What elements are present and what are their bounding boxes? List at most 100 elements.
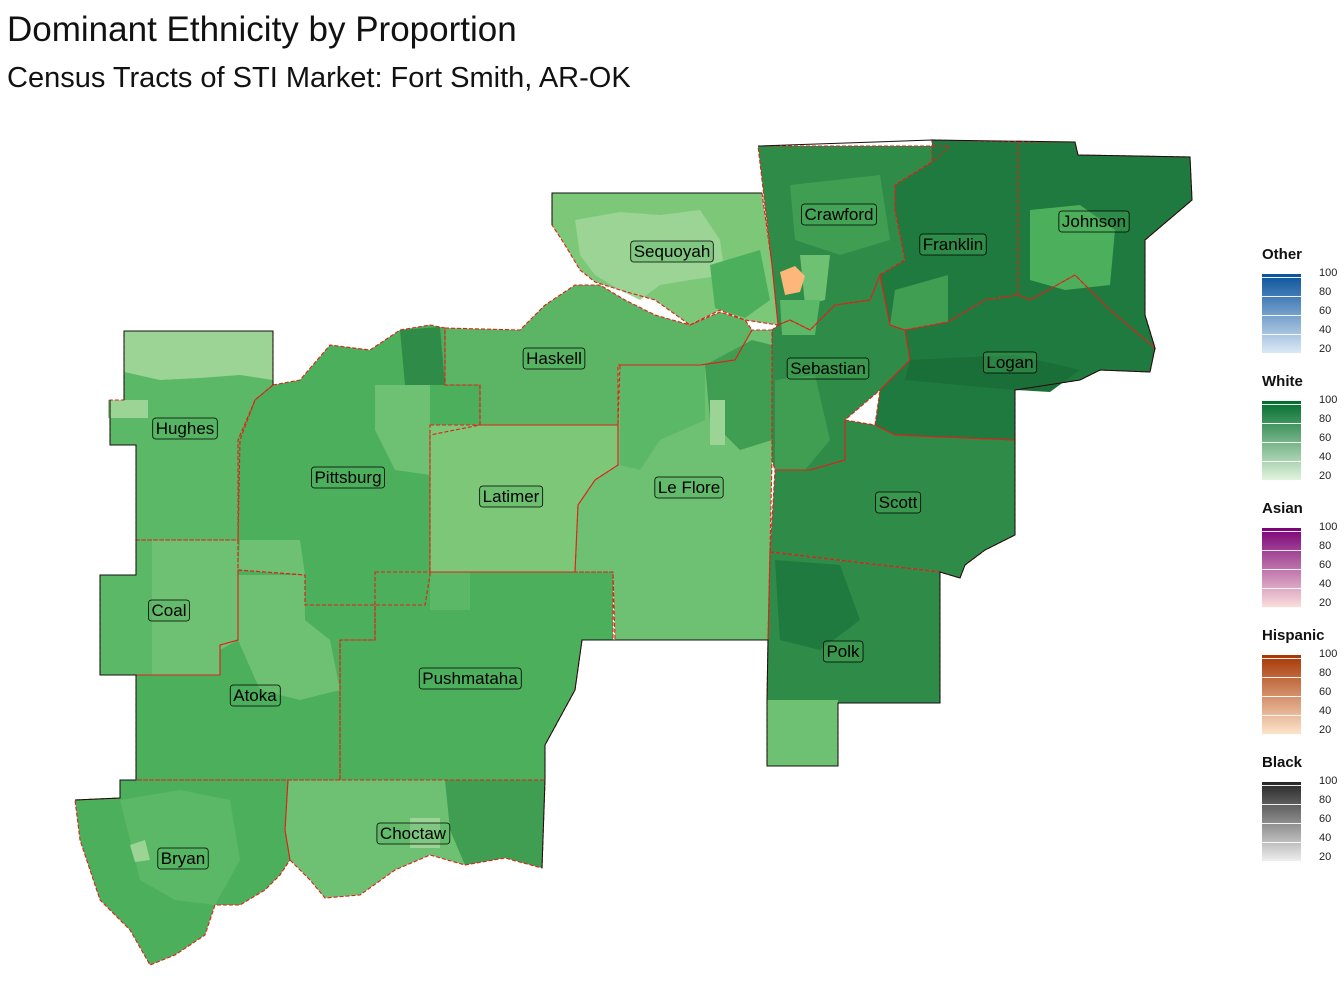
county-label-logan: Logan	[982, 351, 1038, 374]
county-haskell[interactable]	[445, 285, 752, 425]
legend-color-bar	[1262, 528, 1301, 608]
legend-title: Other	[1262, 246, 1303, 263]
legend-tick-label: 60	[1319, 305, 1332, 317]
legend-tick-label: 20	[1319, 851, 1332, 863]
county-pushmataha[interactable]	[340, 572, 613, 780]
legend-tick-label: 60	[1319, 432, 1332, 444]
county-label-box	[630, 240, 714, 263]
legend-tick-label: 100	[1319, 648, 1338, 660]
county-label-atoka: Atoka	[229, 684, 281, 707]
legend-tick-label: 60	[1319, 559, 1332, 571]
county-label-polk: Polk	[823, 640, 864, 663]
legend-tick-label: 40	[1319, 832, 1332, 844]
county-label-choctaw: Choctaw	[376, 822, 451, 845]
county-label-coal: Coal	[148, 599, 190, 622]
legend-tick-label: 20	[1319, 597, 1332, 609]
legend-tick-label: 80	[1319, 540, 1332, 552]
county-label-crawford: Crawford	[801, 203, 877, 226]
tract-patch	[620, 365, 705, 470]
tract-patch	[108, 400, 148, 418]
border-sequoyah	[551, 192, 779, 326]
county-label-box	[786, 357, 870, 380]
legend-tick-line	[1262, 423, 1301, 424]
county-label-box	[823, 640, 864, 663]
tract-patch	[124, 331, 273, 380]
tract-patch	[130, 840, 150, 862]
market-outline	[74, 139, 1193, 869]
tract-patch	[238, 540, 305, 575]
county-label-pushmataha: Pushmataha	[418, 667, 522, 690]
county-label-box	[982, 351, 1038, 374]
legend-color-bar	[1262, 401, 1301, 481]
county-label-text: Pushmataha	[422, 669, 518, 688]
legend-group-other: Other 100 80 60 40 20	[1262, 244, 1344, 371]
county-label-box	[152, 417, 218, 440]
county-label-scott: Scott	[875, 491, 922, 514]
county-label-text: Sequoyah	[634, 242, 711, 261]
legend-tick-line	[1262, 334, 1301, 335]
tract-patch	[775, 560, 860, 650]
tract-patch	[800, 255, 830, 305]
county-label-box	[654, 476, 724, 499]
county-label-text: Bryan	[161, 849, 205, 868]
county-hughes[interactable]	[110, 331, 273, 540]
county-label-text: Polk	[826, 642, 860, 661]
legend-tick-label: 20	[1319, 470, 1332, 482]
map-title: Dominant Ethnicity by Proportion	[7, 10, 517, 49]
tract-patch	[375, 385, 430, 475]
legend-tick-line	[1262, 550, 1301, 551]
legend-title: White	[1262, 373, 1303, 390]
legend-color-bar	[1262, 274, 1301, 354]
county-borders	[74, 139, 1193, 966]
legend-tick-line	[1262, 404, 1301, 405]
border-bryan	[74, 779, 291, 966]
legend-tick-label: 80	[1319, 413, 1332, 425]
county-label-box	[157, 847, 209, 870]
tract-patch	[238, 575, 340, 700]
county-label-text: Haskell	[526, 349, 582, 368]
outline-north-ar	[541, 139, 1193, 869]
legend-tick-line	[1262, 734, 1301, 735]
legend-tick-label: 80	[1319, 667, 1332, 679]
legend-tick-line	[1262, 296, 1301, 297]
county-label-box	[1058, 210, 1130, 233]
county-label-le-flore: Le Flore	[654, 476, 724, 499]
tract-patch	[445, 780, 545, 868]
legend-tick-label: 100	[1319, 394, 1338, 406]
legend-ticks: 100 80 60 40 20	[1319, 395, 1344, 487]
county-label-box	[418, 667, 522, 690]
county-latimer[interactable]	[430, 425, 618, 572]
legend-tick-line	[1262, 277, 1301, 278]
county-label-box	[229, 684, 281, 707]
county-label-text: Hughes	[156, 419, 215, 438]
legend-title: Asian	[1262, 500, 1303, 517]
legend-tick-label: 80	[1319, 286, 1332, 298]
tract-patch	[152, 540, 238, 675]
legend-title: Black	[1262, 754, 1303, 771]
county-label-box	[311, 466, 385, 489]
legend-ticks: 100 80 60 40 20	[1319, 522, 1344, 614]
legend-title: Hispanic	[1262, 627, 1325, 644]
county-label-box	[919, 233, 987, 256]
legend-tick-label: 40	[1319, 324, 1332, 336]
tract-patch	[120, 790, 240, 905]
county-label-hughes: Hughes	[152, 417, 218, 440]
tract-patch	[780, 266, 805, 295]
legend-tick-line	[1262, 842, 1301, 843]
county-label-text: Coal	[152, 601, 187, 620]
county-label-text: Johnson	[1062, 212, 1126, 231]
county-label-box	[875, 491, 922, 514]
county-scott[interactable]	[770, 420, 1015, 578]
legend-tick-line	[1262, 569, 1301, 570]
county-label-text: Franklin	[923, 235, 983, 254]
county-label-box	[376, 822, 451, 845]
county-labels: Sequoyah Crawford Franklin Johnson Haskell Hu…	[148, 203, 1130, 870]
tract-patch	[890, 275, 948, 330]
outline-north-ok	[551, 192, 762, 225]
tract-patch	[775, 375, 830, 470]
county-label-text: Choctaw	[380, 824, 447, 843]
legend-group-black: Black 100 80 60 40 20	[1262, 752, 1344, 879]
county-franklin[interactable]	[880, 140, 1018, 330]
county-label-text: Logan	[986, 353, 1033, 372]
legend-tick-line	[1262, 804, 1301, 805]
